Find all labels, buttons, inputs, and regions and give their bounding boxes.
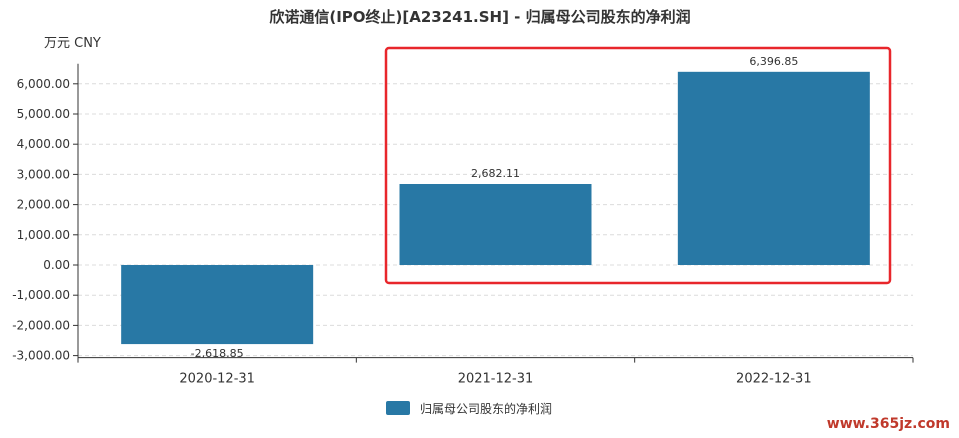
y-tick-label: 2,000.00	[17, 198, 70, 212]
x-axis: 2020-12-31 2021-12-31 2022-12-31	[77, 357, 914, 387]
chart-title: 欣诺通信(IPO终止)[A23241.SH] - 归属母公司股东的净利润	[269, 8, 690, 26]
data-label: 6,396.85	[749, 55, 798, 68]
bars: -2,618.85 2,682.11 6,396.85	[121, 55, 870, 360]
data-label: 2,682.11	[471, 167, 520, 180]
highlight-box	[384, 46, 892, 285]
x-tick-label: 2020-12-31	[179, 372, 255, 387]
y-axis: -3,000.00 -2,000.00 -1,000.00 0.00 1,000.00 2…	[12, 63, 79, 363]
y-tick-label: -2,000.00	[12, 318, 70, 332]
legend-swatch	[386, 401, 410, 415]
legend-label: 归属母公司股东的净利润	[420, 401, 552, 416]
x-tick-label: 2021-12-31	[458, 372, 534, 387]
bar	[677, 71, 870, 266]
y-tick-label: 4,000.00	[17, 137, 70, 151]
bar	[121, 265, 314, 345]
bar	[399, 184, 592, 265]
y-tick-label: 1,000.00	[17, 228, 70, 242]
legend: 归属母公司股东的净利润	[386, 401, 552, 416]
x-tick-label: 2022-12-31	[736, 372, 812, 387]
y-tick-label: 0.00	[43, 258, 70, 272]
y-tick-label: -1,000.00	[12, 288, 70, 302]
unit-label: 万元 CNY	[44, 36, 101, 51]
y-tick-label: 3,000.00	[17, 167, 70, 181]
y-tick-label: 5,000.00	[17, 107, 70, 121]
y-tick-label: -3,000.00	[12, 349, 70, 363]
y-tick-label: 6,000.00	[17, 77, 70, 91]
watermark: www.365jz.com	[827, 416, 950, 432]
data-label: -2,618.85	[191, 347, 244, 360]
